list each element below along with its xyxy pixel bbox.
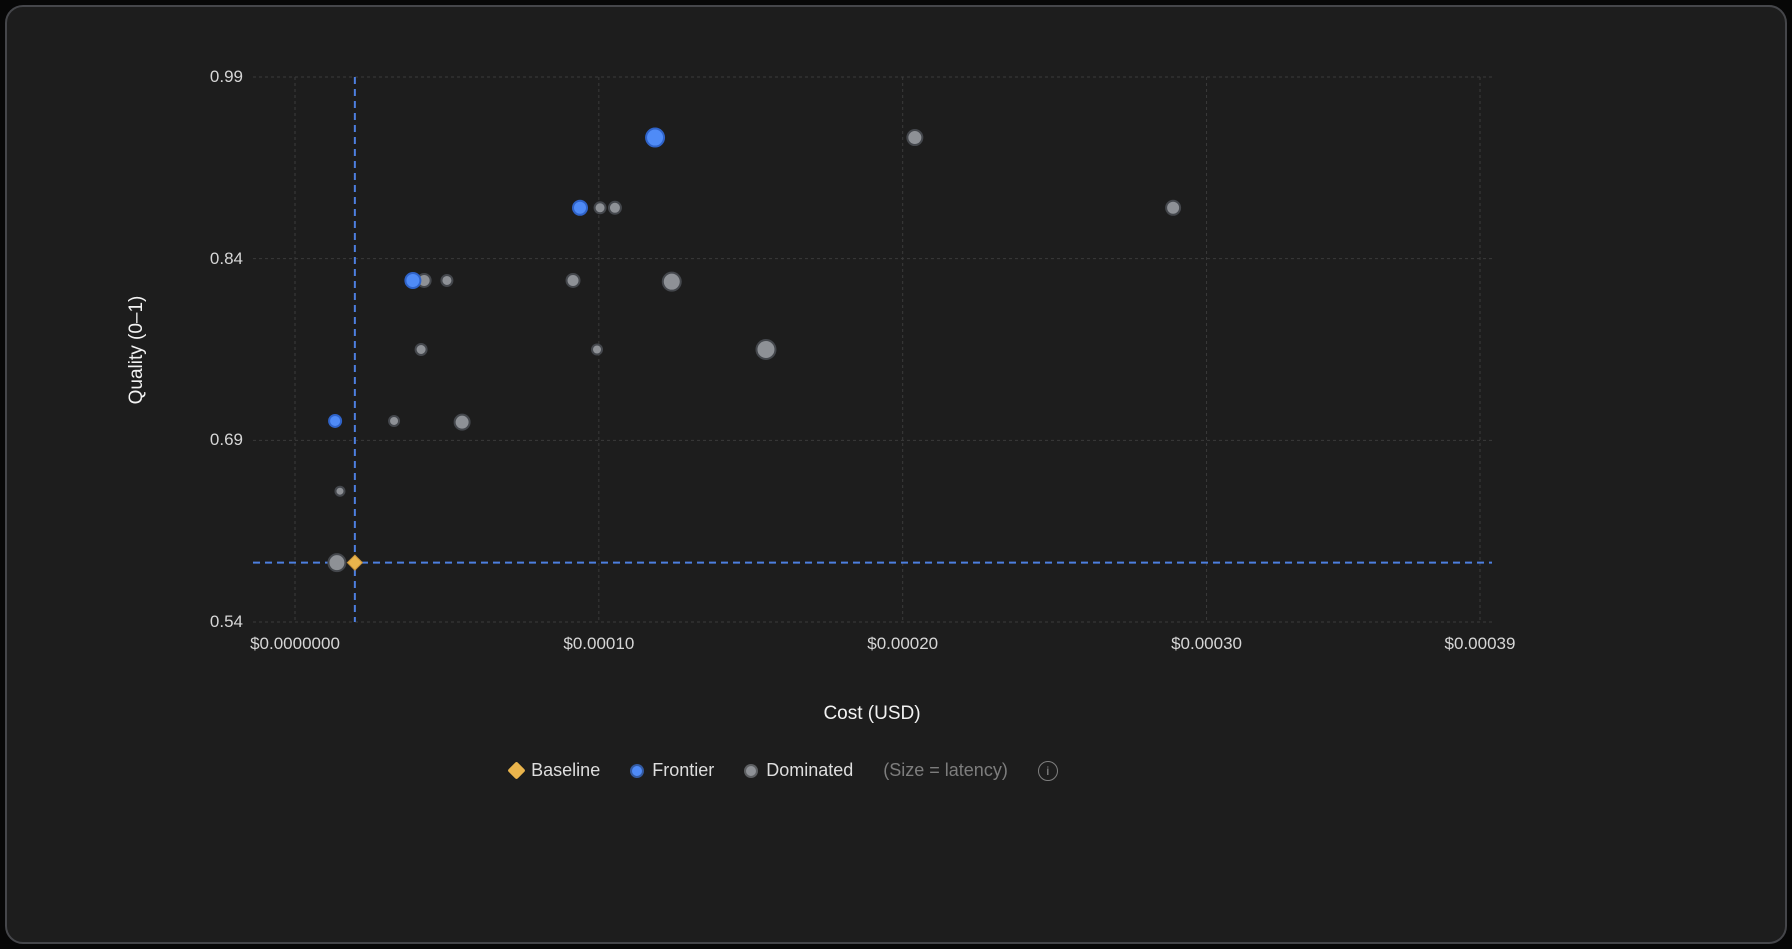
data-point-frontier[interactable]	[404, 271, 422, 289]
legend-size-note: (Size = latency)	[883, 760, 1008, 780]
data-point-dominated[interactable]	[414, 343, 428, 356]
legend-label-baseline: Baseline	[531, 760, 601, 780]
y-axis-title: Quality (0–1)	[126, 295, 147, 405]
y-tick-label: 0.99	[209, 67, 243, 86]
x-tick-label: $0.00030	[1171, 634, 1242, 653]
dominated-dot-icon	[744, 763, 759, 778]
chart-panel	[5, 5, 1787, 944]
legend-label-dominated: Dominated	[766, 760, 854, 780]
data-point-dominated[interactable]	[388, 414, 401, 427]
data-point-dominated[interactable]	[906, 129, 924, 147]
legend-label-frontier: Frontier	[652, 760, 715, 780]
data-point-dominated[interactable]	[607, 200, 622, 215]
info-icon[interactable]: i	[1037, 760, 1058, 781]
baseline-diamond-icon	[507, 761, 526, 780]
legend-item-dominated[interactable]: Dominated	[744, 760, 853, 781]
x-tick-label: $0.00039	[1444, 634, 1516, 653]
data-point-dominated[interactable]	[755, 339, 777, 360]
data-point-dominated[interactable]	[334, 485, 346, 497]
data-point-dominated[interactable]	[440, 273, 454, 287]
y-tick-label: 0.54	[209, 612, 243, 631]
data-point-frontier[interactable]	[328, 413, 343, 428]
data-point-dominated[interactable]	[591, 343, 604, 356]
y-tick-label: 0.84	[209, 248, 243, 268]
x-tick-label: $0.00020	[867, 634, 939, 653]
legend: Baseline Frontier Dominated (Size = late…	[0, 760, 1680, 781]
data-point-dominated[interactable]	[593, 201, 607, 215]
x-tick-label: $0.0000000	[250, 634, 340, 653]
x-axis-title: Cost (USD)	[823, 703, 921, 724]
data-point-dominated[interactable]	[327, 553, 347, 573]
data-point-dominated[interactable]	[661, 271, 682, 292]
y-tick-label: 0.69	[209, 430, 243, 450]
data-point-dominated[interactable]	[453, 413, 471, 431]
legend-item-baseline[interactable]: Baseline	[507, 760, 601, 781]
data-point-dominated[interactable]	[565, 272, 581, 288]
plot-canvas[interactable]	[253, 76, 1492, 623]
legend-item-frontier[interactable]: Frontier	[630, 760, 714, 781]
data-point-dominated[interactable]	[1165, 199, 1182, 216]
data-point-frontier[interactable]	[572, 199, 589, 216]
data-point-frontier[interactable]	[645, 127, 666, 148]
scatter-plot[interactable]	[253, 76, 1492, 623]
baseline-point[interactable]	[346, 554, 364, 571]
x-tick-label: $0.00010	[563, 634, 635, 653]
frontier-dot-icon	[630, 763, 645, 778]
